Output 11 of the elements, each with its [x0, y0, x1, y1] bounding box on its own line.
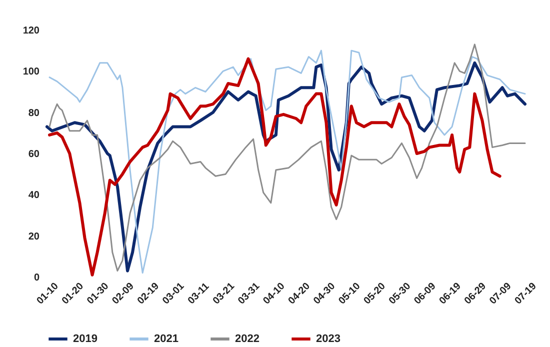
y-tick-label: 100 — [22, 66, 40, 78]
legend-label: 2022 — [235, 333, 260, 345]
y-tick-label: 120 — [22, 26, 40, 36]
y-tick-label: 20 — [28, 231, 40, 242]
legend-label: 2021 — [154, 333, 178, 345]
legend-label: 2019 — [73, 333, 98, 345]
legend-label: 2023 — [316, 333, 340, 345]
y-tick-label: 0 — [34, 272, 40, 284]
y-tick-label: 60 — [28, 149, 40, 160]
y-tick-label: 80 — [28, 108, 40, 119]
y-tick-label: 40 — [28, 190, 40, 202]
